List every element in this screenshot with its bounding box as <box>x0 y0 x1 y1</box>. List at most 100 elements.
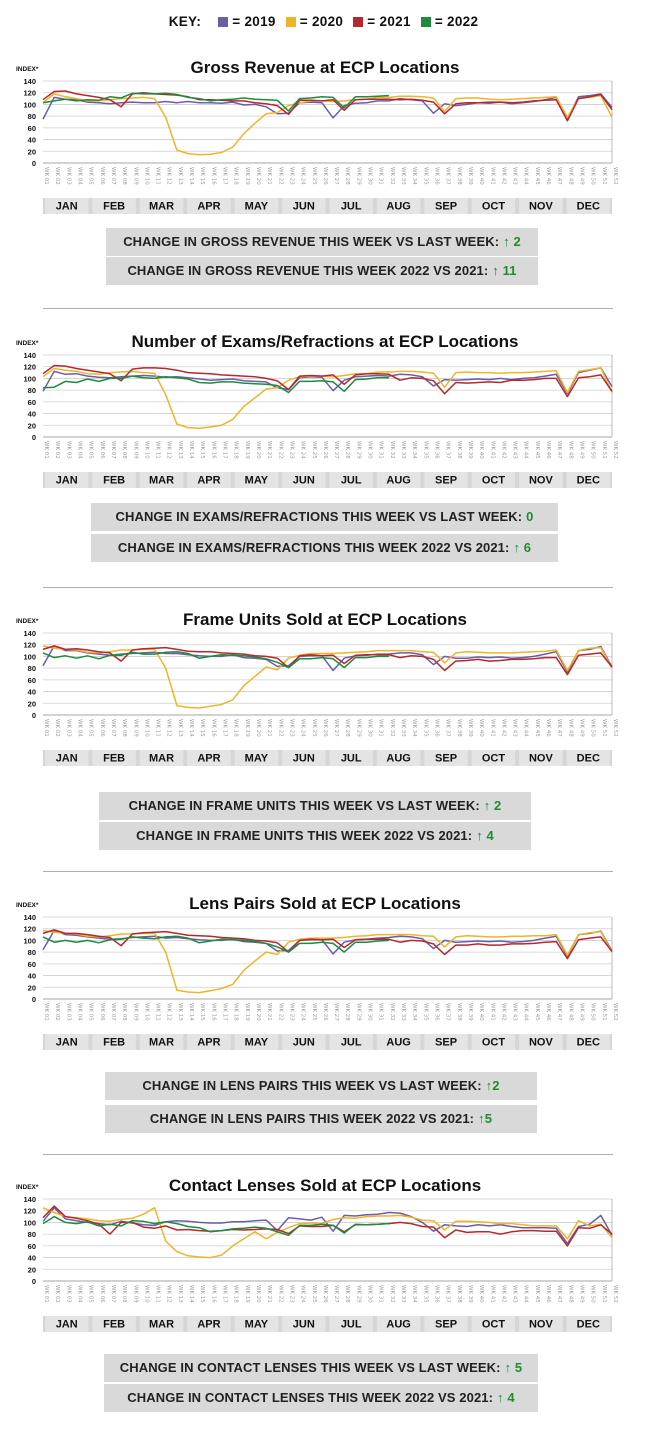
x-tick-label: WK 49 <box>579 1003 585 1021</box>
legend-swatch-2020 <box>285 17 296 27</box>
month-label: JUL <box>341 201 362 213</box>
month-cell <box>282 472 326 488</box>
legend-swatch-2019 <box>218 17 229 27</box>
month-label: AUG <box>386 1319 410 1331</box>
month-cell <box>471 1034 516 1050</box>
stat-2022-vs-2021: CHANGE IN LENS PAIRS THIS WEEK 2022 VS 2… <box>105 1105 537 1133</box>
x-tick-label: WK 44 <box>523 1003 529 1021</box>
x-tick-label: WK 11 <box>155 1285 161 1303</box>
month-band <box>43 1316 612 1332</box>
y-tick-label: 100 <box>23 100 36 109</box>
x-tick-label: WK 10 <box>143 1285 149 1303</box>
x-tick-label: WK 47 <box>556 1285 562 1303</box>
month-label: APR <box>197 1319 220 1331</box>
month-label: NOV <box>529 1037 554 1049</box>
stat-week-vs-last-week: CHANGE IN EXAMS/REFRACTIONS THIS WEEK VS… <box>91 503 558 531</box>
month-label: APR <box>197 753 220 765</box>
x-tick-label: WK 10 <box>143 719 149 737</box>
legend-item-2019: = 2019 <box>218 14 275 29</box>
month-label: OCT <box>482 1319 506 1331</box>
x-tick-label: WK 25 <box>311 1003 317 1021</box>
y-axis-label: INDEX* <box>16 340 39 347</box>
month-cell <box>424 1316 468 1332</box>
legend-text-2020: = 2020 <box>299 14 344 29</box>
x-tick-label: WK 37 <box>445 1285 451 1303</box>
y-tick-label: 0 <box>32 433 36 442</box>
x-tick-label: WK 01 <box>43 441 49 459</box>
x-tick-label: WK 28 <box>344 441 350 459</box>
x-tick-label: WK 46 <box>545 167 551 185</box>
x-tick-label: WK 34 <box>411 719 417 737</box>
series-line-2021 <box>42 929 613 960</box>
x-tick-label: WK 43 <box>512 719 518 737</box>
x-tick-label: WK 42 <box>500 1003 506 1021</box>
month-cell <box>234 750 279 766</box>
stat-value: ↑ 11 <box>492 263 517 278</box>
x-tick-label: WK 05 <box>88 1003 94 1021</box>
y-tick-label: 0 <box>32 995 36 1004</box>
month-cell <box>566 1034 610 1050</box>
month-cell <box>566 198 610 214</box>
x-tick-label: WK 18 <box>233 1285 239 1303</box>
month-cell <box>187 1316 231 1332</box>
month-label: MAY <box>245 1319 269 1331</box>
x-tick-label: WK 26 <box>322 719 328 737</box>
x-tick-label: WK 25 <box>311 167 317 185</box>
x-tick-label: WK 13 <box>177 1003 183 1021</box>
x-tick-label: WK 39 <box>467 719 473 737</box>
x-tick-label: WK 30 <box>367 719 373 737</box>
stat-week-vs-last-week: CHANGE IN GROSS REVENUE THIS WEEK VS LAS… <box>106 228 538 256</box>
month-cell <box>139 750 184 766</box>
x-tick-label: WK 09 <box>132 441 138 459</box>
x-tick-label: WK 40 <box>478 1285 484 1303</box>
x-tick-label: WK 15 <box>199 167 205 185</box>
y-tick-label: 80 <box>28 1230 36 1239</box>
month-cell <box>45 750 89 766</box>
x-tick-label: WK 42 <box>500 1285 506 1303</box>
x-tick-label: WK 27 <box>333 167 339 185</box>
x-tick-label: WK 50 <box>590 1003 596 1021</box>
x-tick-label: WK 46 <box>545 1003 551 1021</box>
y-tick-label: 120 <box>23 925 36 934</box>
y-axis-label: INDEX* <box>16 1184 39 1191</box>
y-tick-label: 80 <box>28 664 36 673</box>
x-tick-label: WK 32 <box>389 1003 395 1021</box>
month-cell <box>45 1316 89 1332</box>
month-cell <box>519 198 563 214</box>
x-tick-label: WK 27 <box>333 719 339 737</box>
x-tick-label: WK 01 <box>43 1285 49 1303</box>
x-tick-label: WK 07 <box>110 1285 116 1303</box>
y-tick-label: 100 <box>23 374 36 383</box>
x-tick-label: WK 17 <box>222 167 228 185</box>
series-line-2020 <box>42 1207 613 1259</box>
x-tick-label: WK 19 <box>244 1003 250 1021</box>
x-tick-label: WK 48 <box>567 167 573 185</box>
chart-frame-units: INDEX* 0 20 40 60 80 100 120 140 WK 01 WK 02 WK 03 W… <box>16 618 618 766</box>
y-tick-label: 60 <box>28 398 36 407</box>
x-tick-label: WK 48 <box>567 441 573 459</box>
month-label: APR <box>197 201 220 213</box>
x-tick-label: WK 20 <box>255 719 261 737</box>
month-cell <box>424 750 468 766</box>
month-label: FEB <box>103 1319 125 1331</box>
month-cell <box>329 198 373 214</box>
x-tick-label: WK 25 <box>311 1285 317 1303</box>
x-tick-label: WK 28 <box>344 1285 350 1303</box>
month-label: OCT <box>482 201 506 213</box>
x-tick-label: WK 41 <box>489 1285 495 1303</box>
month-label: NOV <box>529 753 554 765</box>
month-label: OCT <box>482 753 506 765</box>
x-tick-label: WK 40 <box>478 441 484 459</box>
x-tick-label: WK 23 <box>288 1285 294 1303</box>
month-label: JUN <box>293 201 315 213</box>
stat-2022-vs-2021: CHANGE IN GROSS REVENUE THIS WEEK 2022 V… <box>106 257 538 285</box>
x-tick-label: WK 25 <box>311 719 317 737</box>
month-cell <box>139 1034 184 1050</box>
stat-value: ↑ 4 <box>476 828 494 843</box>
stat-week-vs-last-week: CHANGE IN CONTACT LENSES THIS WEEK VS LA… <box>104 1354 538 1382</box>
y-axis-label: INDEX* <box>16 618 39 625</box>
month-cell <box>45 472 89 488</box>
x-tick-label: WK 07 <box>110 1003 116 1021</box>
x-tick-label: WK 47 <box>556 167 562 185</box>
x-tick-label: WK 19 <box>244 441 250 459</box>
